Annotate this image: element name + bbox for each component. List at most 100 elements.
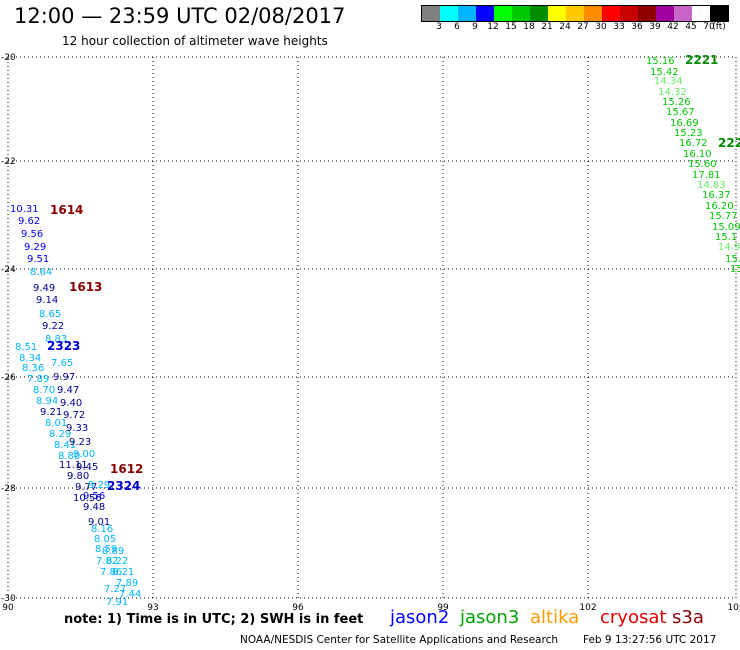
lon-axis-label: 102 <box>579 603 596 613</box>
wave-height-label: 7.86 <box>100 567 122 578</box>
wave-height-label: 8.34 <box>19 353 41 364</box>
wave-height-label: 9.47 <box>57 385 79 396</box>
track-id-label: 2323 <box>47 339 80 353</box>
wave-height-label: 7.89 <box>116 578 138 589</box>
wave-height-label: 9.45 <box>76 462 98 473</box>
legend-tick-label: 33 <box>613 22 625 32</box>
wave-height-label: 15.16 <box>646 56 675 67</box>
wave-height-label: 8.01 <box>45 418 67 429</box>
wave-height-label: 14.34 <box>654 76 683 87</box>
wave-height-label: 14.83 <box>697 180 726 191</box>
wave-height-label: 8.36 <box>22 363 44 374</box>
wave-height-label: 8.51 <box>15 342 37 353</box>
wave-height-label: 8.70 <box>33 385 55 396</box>
page-subtitle: 12 hour collection of altimeter wave hei… <box>62 34 328 48</box>
wave-height-label: 7.82 <box>96 556 118 567</box>
legend-tick-label: 6 <box>454 22 460 32</box>
wave-height-label: 9.77 <box>75 482 97 493</box>
wave-height-label: 8.80 <box>58 451 80 462</box>
legend-tick-label: 15 <box>505 22 517 32</box>
track-id-label: 2221 <box>685 53 718 67</box>
lon-axis-label: 99 <box>437 603 449 613</box>
legend-swatch <box>584 6 602 21</box>
wave-height-label: 15.23 <box>674 128 703 139</box>
legend-tick-label: 24 <box>559 22 571 32</box>
wave-height-label: 9.56 <box>83 491 105 502</box>
wave-height-label: 9.00 <box>73 449 95 460</box>
wave-height-label: 9.14 <box>36 295 58 306</box>
wave-height-label: 16.20 <box>705 201 734 212</box>
wave-height-label: 15.60 <box>688 159 717 170</box>
wave-height-label: 8.89 <box>102 546 124 557</box>
wave-height-label: 8.59 <box>95 544 117 555</box>
wave-height-label: 15 <box>730 264 740 275</box>
wave-height-label: 8.16 <box>91 524 113 535</box>
legend-swatch <box>620 6 638 21</box>
lat-axis-label: -28 <box>1 484 16 494</box>
wave-height-label: 14.9 <box>718 242 740 253</box>
lon-axis-label: 105 <box>727 603 740 613</box>
legend-tick-label: (ft) <box>712 22 726 32</box>
track-id-label: 1613 <box>69 280 102 294</box>
wave-height-label: 8.22 <box>106 556 128 567</box>
legend-swatch <box>440 6 458 21</box>
legend-tick-label: 18 <box>523 22 535 32</box>
legend-swatch <box>476 6 494 21</box>
wave-height-label: 9.22 <box>42 321 64 332</box>
satellite-legend-jason3: jason3 <box>460 607 520 628</box>
wave-height-label: 9.51 <box>27 254 49 265</box>
wave-height-label: 15. <box>725 254 740 265</box>
legend-swatch <box>512 6 530 21</box>
wave-height-label: 7.91 <box>106 597 128 608</box>
legend-tick-label: 27 <box>577 22 589 32</box>
wave-height-label: 8.94 <box>36 396 58 407</box>
legend-tick-label: 39 <box>649 22 661 32</box>
wave-height-label: 8.64 <box>30 267 52 278</box>
lon-axis-label: 90 <box>2 603 14 613</box>
lat-axis-label: -26 <box>1 373 16 383</box>
wave-height-label: 9.40 <box>60 398 82 409</box>
wave-height-label: 8.41 <box>54 440 76 451</box>
wave-height-label: 8.65 <box>39 309 61 320</box>
wave-height-label: 15.67 <box>666 107 695 118</box>
wave-height-label: 9.72 <box>63 410 85 421</box>
legend-swatch <box>422 6 440 21</box>
wave-height-label: 7.89 <box>27 374 49 385</box>
wave-height-label: 10.31 <box>10 204 39 215</box>
wave-height-label: 16.69 <box>670 118 699 129</box>
legend-tick-label: 42 <box>667 22 679 32</box>
legend-tick-label: 36 <box>631 22 643 32</box>
legend-tick-label: 21 <box>541 22 553 32</box>
wave-height-label: 17.81 <box>692 170 721 181</box>
wave-height-label: 14.32 <box>658 87 687 98</box>
lon-axis-label: 93 <box>147 603 158 613</box>
wave-height-label: 9.56 <box>21 229 43 240</box>
satellite-legend-cryosat: cryosat <box>600 607 667 628</box>
legend-tick-label: 3 <box>436 22 442 32</box>
legend-swatch <box>656 6 674 21</box>
wave-height-label: 9.23 <box>69 437 91 448</box>
satellite-legend-s3a: s3a <box>672 607 704 628</box>
legend-swatch <box>710 6 728 21</box>
wave-height-label: 10.56 <box>73 493 102 504</box>
track-id-label: 2324 <box>107 479 140 493</box>
legend-swatch <box>494 6 512 21</box>
legend-tick-label: 45 <box>685 22 697 32</box>
wave-height-label: 7.44 <box>119 589 141 600</box>
wave-height-label: 9.29 <box>24 242 46 253</box>
wave-height-label: 16.72 <box>679 138 708 149</box>
wave-height-label: 9.33 <box>66 423 88 434</box>
wave-height-label: 9.29 <box>88 480 110 491</box>
wave-height-label: 8.21 <box>112 567 134 578</box>
wave-height-label: 9.80 <box>67 471 89 482</box>
wave-height-label: 15.1 <box>715 232 737 243</box>
wave-height-label: 7.65 <box>51 358 73 369</box>
track-id-label: 1612 <box>110 462 143 476</box>
legend-swatch <box>530 6 548 21</box>
wave-height-label: 9.01 <box>88 517 110 528</box>
legend-tick-label: 12 <box>487 22 499 32</box>
map-frame <box>7 56 737 599</box>
satellite-legend-altika: altika <box>530 607 580 628</box>
wave-height-label: 9.48 <box>83 502 105 513</box>
footnote: note: 1) Time is in UTC; 2) SWH is in fe… <box>64 612 364 627</box>
